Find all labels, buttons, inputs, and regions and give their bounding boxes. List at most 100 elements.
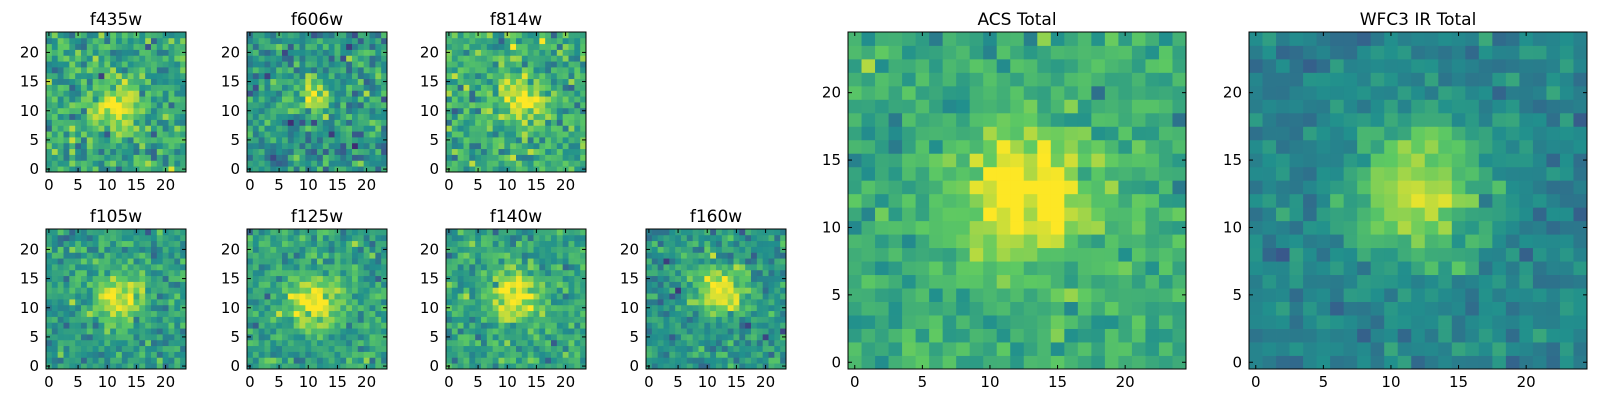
heatmap-cell <box>264 67 271 74</box>
heatmap-cell <box>545 258 552 265</box>
heatmap-cell <box>375 119 382 126</box>
heatmap-cell <box>551 252 558 259</box>
heatmap-cell <box>322 275 330 282</box>
heatmap-cell <box>174 246 181 253</box>
heatmap-cell <box>1010 193 1025 208</box>
heatmap-cell <box>739 345 746 352</box>
heatmap-cell <box>174 119 181 126</box>
heatmap-cell <box>1316 328 1331 343</box>
heatmap-cell <box>1424 342 1439 356</box>
heatmap-cell <box>264 107 271 115</box>
heatmap-cell <box>375 90 382 97</box>
heatmap-cell <box>942 139 957 154</box>
heatmap-cell <box>533 339 540 347</box>
heatmap-cell <box>463 269 470 277</box>
heatmap-cell <box>357 275 365 282</box>
heatmap-cell <box>75 299 82 306</box>
heatmap-cell <box>516 125 523 132</box>
heatmap-cell <box>721 322 729 329</box>
heatmap-cell <box>469 84 476 91</box>
heatmap-cell <box>556 334 564 341</box>
heatmap-cell <box>492 339 499 347</box>
heatmap-cell <box>1343 328 1358 343</box>
heatmap-cell <box>252 363 260 370</box>
heatmap-cell <box>527 258 534 265</box>
heatmap-cell <box>1104 234 1119 249</box>
heatmap-cell <box>498 160 505 167</box>
heatmap-cell <box>446 67 453 74</box>
heatmap-cell <box>1370 342 1385 356</box>
heatmap-cell <box>352 84 359 91</box>
heatmap-cell <box>121 78 129 85</box>
heatmap-cell <box>121 287 129 294</box>
heatmap-cell <box>698 234 705 242</box>
heatmap-cell <box>75 107 82 115</box>
heatmap-cell <box>727 293 734 300</box>
heatmap-cell <box>486 84 494 91</box>
heatmap-cell <box>902 355 916 370</box>
heatmap-cell <box>486 229 494 236</box>
heatmap-cell <box>180 316 187 323</box>
heatmap-cell <box>562 328 569 335</box>
heatmap-cell <box>369 148 376 155</box>
heatmap-cell <box>848 301 862 316</box>
heatmap-cell <box>751 334 758 341</box>
heatmap-cell <box>357 281 365 288</box>
heatmap-cell <box>1131 342 1146 356</box>
heatmap-cell <box>568 363 575 370</box>
heatmap-cell <box>270 137 277 144</box>
heatmap-cell <box>475 316 482 323</box>
heatmap-cell <box>498 154 505 161</box>
heatmap-cell <box>252 240 260 247</box>
heatmap-cell <box>486 96 494 103</box>
heatmap-cell <box>902 315 916 329</box>
heatmap-cell <box>92 304 99 312</box>
heatmap-cell <box>539 281 546 288</box>
heatmap-cell <box>498 351 505 358</box>
heatmap-cell <box>110 131 117 138</box>
heatmap-cell <box>533 234 540 242</box>
heatmap-cell <box>264 125 271 132</box>
heatmap-cell <box>46 252 53 259</box>
heatmap-cell <box>46 287 53 294</box>
heatmap-cell <box>539 287 546 294</box>
heatmap-cell <box>562 119 569 126</box>
heatmap-cell <box>168 49 175 56</box>
heatmap-cell <box>299 32 306 39</box>
heatmap-cell <box>110 275 117 282</box>
heatmap-cell <box>174 148 181 155</box>
heatmap-cell <box>282 131 289 138</box>
heatmap-cell <box>311 49 318 56</box>
heatmap-cell <box>681 246 688 253</box>
heatmap-cell <box>258 339 265 347</box>
heatmap-cell <box>174 142 181 150</box>
heatmap-cell <box>1289 342 1304 356</box>
heatmap-cell <box>1172 126 1187 141</box>
heatmap-cell <box>551 102 558 109</box>
heatmap-cell <box>556 148 564 155</box>
heatmap-cell <box>663 252 670 259</box>
heatmap-cell <box>739 351 746 358</box>
heatmap-cell <box>139 328 146 335</box>
heatmap-cell <box>1050 58 1065 73</box>
heatmap-cell <box>63 67 70 74</box>
heatmap-cell <box>1451 355 1466 370</box>
heatmap-cell <box>86 299 94 306</box>
heatmap-cell <box>492 78 499 85</box>
heatmap-cell <box>69 246 76 253</box>
heatmap-cell <box>92 113 99 120</box>
heatmap-cell <box>1158 193 1173 208</box>
heatmap-cell <box>574 293 581 300</box>
heatmap-cell <box>681 328 688 335</box>
heatmap-cell <box>463 310 470 317</box>
heatmap-cell <box>516 166 523 173</box>
heatmap-cell <box>305 119 312 126</box>
heatmap-cell <box>352 113 359 120</box>
heatmap-cell <box>276 61 283 68</box>
heatmap-cell <box>768 345 775 352</box>
heatmap-cell <box>545 49 552 56</box>
heatmap-cell <box>86 32 94 39</box>
heatmap-cell <box>247 339 254 347</box>
heatmap-cell <box>247 96 254 103</box>
heatmap-cell <box>568 334 575 341</box>
